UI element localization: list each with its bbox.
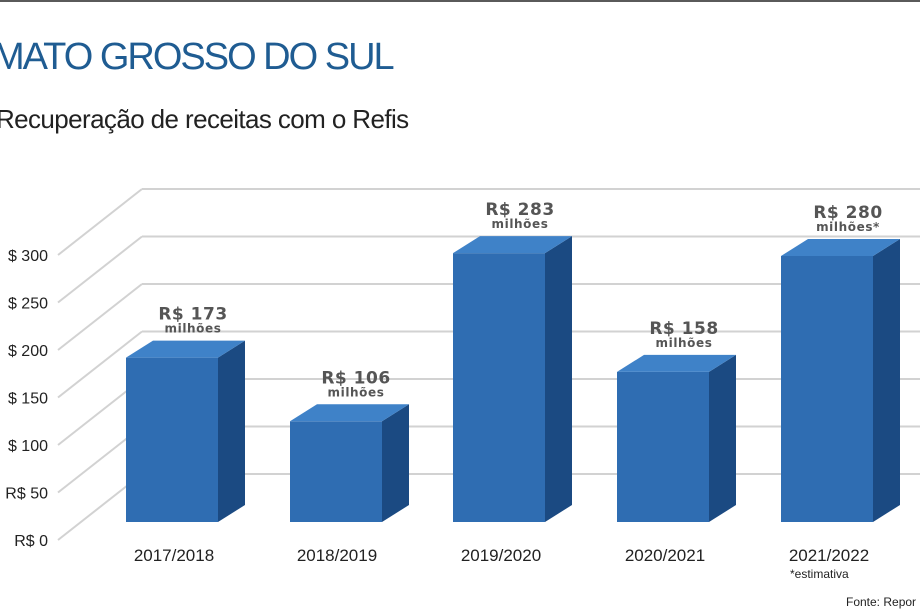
value-label-3: R$ 158 <box>649 319 718 339</box>
y-tick-label-2: $ 100 <box>8 438 48 455</box>
bar-top-4 <box>781 239 900 256</box>
x-tick-label-3: 2020/2021 <box>625 546 705 565</box>
grid-diagonal-5 <box>57 235 143 304</box>
y-tick-label-3: $ 150 <box>8 391 48 408</box>
value-label-2: R$ 283 <box>485 200 554 220</box>
bar-side-4 <box>873 239 900 522</box>
bar-front-3 <box>617 371 709 522</box>
bar-front-1 <box>290 421 382 522</box>
unit-label-3: milhões <box>656 336 713 350</box>
bar-front-2 <box>453 253 545 522</box>
y-tick-label-6: $ 300 <box>8 248 48 265</box>
bar-front-0 <box>126 357 218 522</box>
chart-subtitle: Recuperação de receitas com o Refis <box>0 104 409 134</box>
bar-2020/2021 <box>617 354 736 522</box>
top-rule <box>0 0 920 2</box>
x-tick-label-4: 2021/2022 <box>789 546 869 565</box>
x-tick-label-2: 2019/2020 <box>461 546 541 565</box>
value-label-0: R$ 173 <box>158 305 227 325</box>
bar-front-4 <box>781 256 873 522</box>
unit-label-0: milhões <box>165 322 222 336</box>
bar-top-3 <box>617 354 736 372</box>
bar-top-1 <box>290 404 409 422</box>
x-tick-label-0: 2017/2018 <box>134 546 214 565</box>
bar-side-1 <box>382 404 409 522</box>
bar-2018/2019 <box>290 404 409 522</box>
grid-diagonal-6 <box>57 188 143 256</box>
grid-diagonal-4 <box>57 283 143 351</box>
bar-side-2 <box>545 236 572 522</box>
unit-label-4: milhões* <box>816 220 880 234</box>
x-tick-label-1: 2018/2019 <box>297 546 377 565</box>
source-note: Fonte: Repor <box>846 595 917 609</box>
bar-side-0 <box>218 340 245 522</box>
grid-diagonal-3 <box>57 330 143 399</box>
y-tick-label-0: R$ 0 <box>14 533 48 550</box>
bar-top-2 <box>453 236 572 254</box>
unit-label-1: milhões <box>328 385 385 399</box>
bar-2017/2018 <box>126 340 245 522</box>
unit-label-2: milhões <box>492 217 549 231</box>
y-tick-label-5: $ 250 <box>8 296 48 313</box>
value-label-1: R$ 106 <box>321 368 390 388</box>
bar-top-0 <box>126 340 245 358</box>
bar-side-3 <box>709 354 736 522</box>
estimate-note: *estimativa <box>790 567 849 581</box>
chart-title: MATO GROSSO DO SUL <box>0 36 395 78</box>
bar-2021/2022 <box>781 239 900 522</box>
value-label-4: R$ 280 <box>813 203 882 223</box>
y-tick-label-4: $ 200 <box>8 343 48 360</box>
y-tick-label-1: R$ 50 <box>5 486 48 503</box>
bar-2019/2020 <box>453 236 572 522</box>
